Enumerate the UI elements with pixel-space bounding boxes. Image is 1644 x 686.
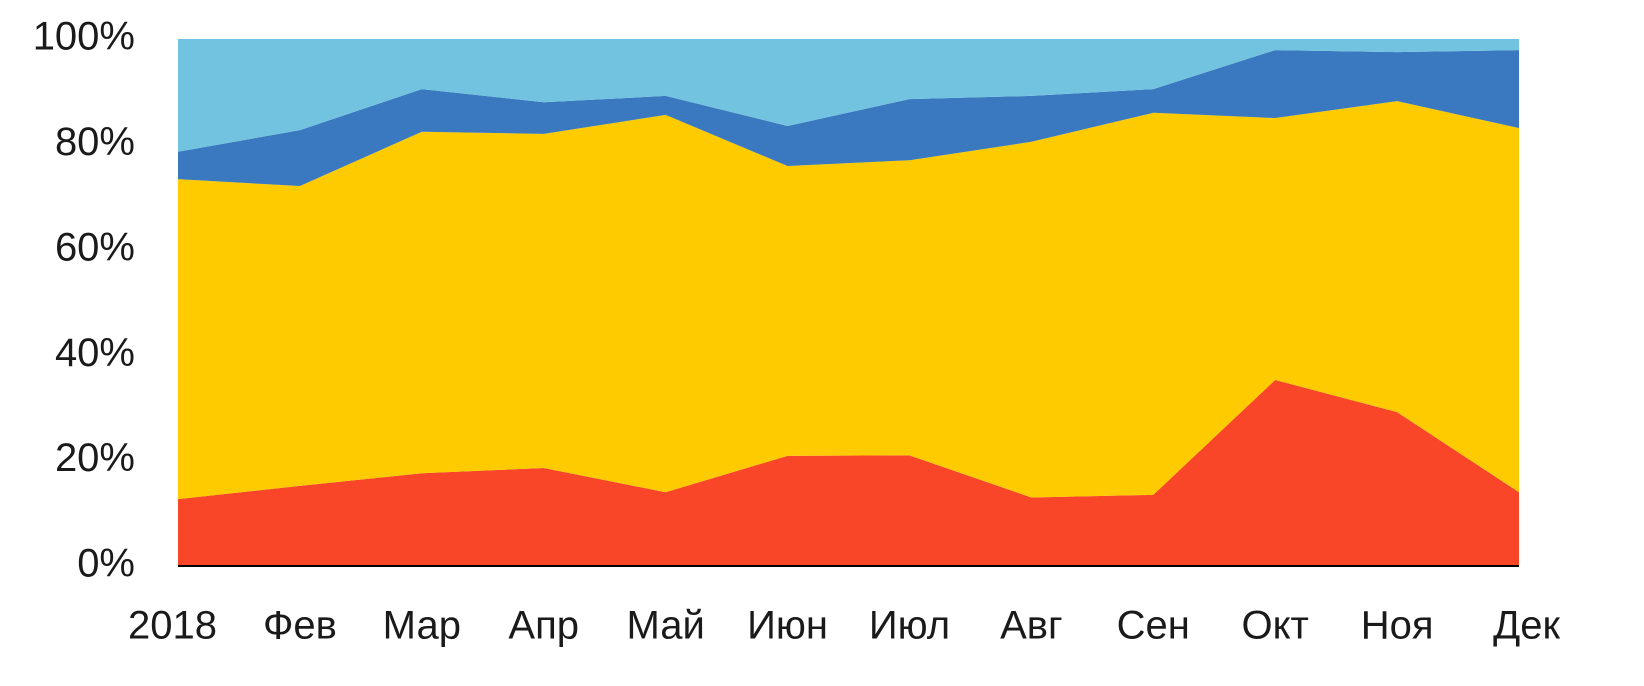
area bbox=[178, 379, 1519, 566]
y-tick-label: 0% bbox=[77, 542, 135, 586]
area bbox=[178, 101, 1519, 500]
x-tick-label: Ноя bbox=[1361, 604, 1434, 648]
x-tick-label: Сен bbox=[1117, 604, 1190, 648]
area bbox=[178, 50, 1519, 187]
x-tick-label: Апр bbox=[508, 604, 579, 648]
x-tick-label: Фев bbox=[263, 604, 337, 648]
y-tick-label: 60% bbox=[55, 225, 135, 269]
x-tick-label: 2018 bbox=[128, 604, 217, 648]
y-tick-label: 40% bbox=[55, 331, 135, 375]
y-tick-label: 20% bbox=[55, 436, 135, 480]
y-tick-label: 80% bbox=[55, 120, 135, 164]
area bbox=[178, 39, 1519, 152]
x-tick-label: Мар bbox=[383, 604, 461, 648]
x-tick-label: Окт bbox=[1241, 604, 1308, 648]
y-tick-label: 100% bbox=[33, 15, 135, 59]
x-tick-label: Май bbox=[626, 604, 704, 648]
x-tick-label: Авг bbox=[1000, 604, 1063, 648]
x-tick-label: Июн bbox=[747, 604, 828, 648]
x-tick-label: Дек bbox=[1493, 604, 1560, 648]
x-tick-label: Июл bbox=[869, 604, 950, 648]
